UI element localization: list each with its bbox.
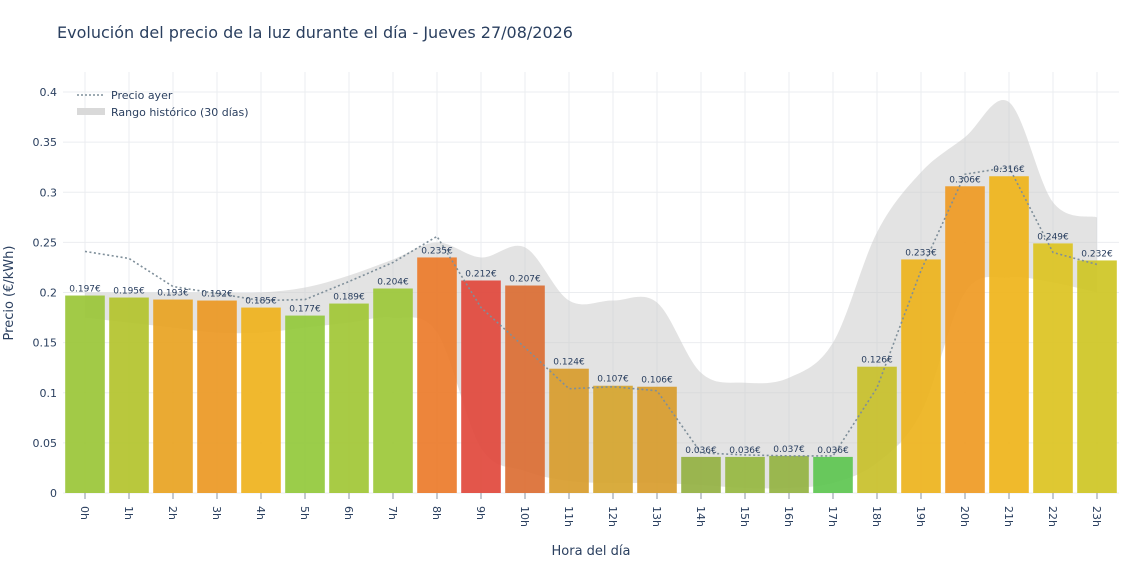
bar-series	[65, 176, 1117, 493]
x-tick-label-18h: 18h	[870, 506, 883, 527]
x-tick-label-8h: 8h	[430, 506, 443, 520]
y-axis-ticks: 0 0.05 0.1 0.15 0.2 0.25 0.3 0.35 0.4	[33, 86, 58, 500]
x-tick-label-13h: 13h	[650, 506, 663, 527]
data-label-13h: 0.106€	[641, 376, 673, 386]
data-label-19h: 0.233€	[905, 248, 937, 258]
bar-1h[interactable]	[109, 297, 149, 493]
x-tick-label-23h: 23h	[1090, 506, 1103, 527]
data-label-0h: 0.197€	[69, 285, 101, 295]
x-tick-label-20h: 20h	[958, 506, 971, 527]
legend-label-yesterday: Precio ayer	[111, 89, 173, 102]
data-label-3h: 0.192€	[201, 290, 233, 300]
bar-7h[interactable]	[373, 288, 413, 493]
x-tick-label-17h: 17h	[826, 506, 839, 527]
bar-22h[interactable]	[1033, 243, 1073, 493]
legend-area-swatch	[77, 108, 105, 115]
chart-title: Evolución del precio de la luz durante e…	[57, 23, 573, 42]
data-label-1h: 0.195€	[113, 287, 145, 297]
data-label-14h: 0.036€	[685, 446, 717, 456]
data-label-5h: 0.177€	[289, 305, 321, 315]
legend: Precio ayer Rango histórico (30 días)	[77, 89, 249, 119]
x-axis-title: Hora del día	[552, 544, 631, 559]
x-tick-label-22h: 22h	[1046, 506, 1059, 527]
bar-6h[interactable]	[329, 303, 369, 493]
bar-19h[interactable]	[901, 259, 941, 493]
data-label-4h: 0.185€	[245, 297, 277, 307]
bar-15h[interactable]	[725, 456, 765, 493]
bar-5h[interactable]	[285, 315, 325, 493]
bar-16h[interactable]	[769, 455, 809, 493]
data-label-20h: 0.306€	[949, 175, 981, 185]
y-tick-label: 0.15	[33, 337, 58, 350]
bar-10h[interactable]	[505, 285, 545, 493]
data-label-16h: 0.037€	[773, 445, 805, 455]
y-tick-label: 0.1	[40, 387, 58, 400]
x-tick-label-9h: 9h	[474, 506, 487, 520]
y-axis-title: Precio (€/kWh)	[2, 246, 17, 341]
bar-3h[interactable]	[197, 300, 237, 493]
x-tick-label-10h: 10h	[518, 506, 531, 527]
bar-11h[interactable]	[549, 368, 589, 493]
x-tick-label-14h: 14h	[694, 506, 707, 527]
bar-17h[interactable]	[813, 456, 853, 493]
y-tick-label: 0.05	[33, 437, 58, 450]
bar-20h[interactable]	[945, 186, 985, 493]
y-tick-label: 0.4	[40, 86, 58, 99]
y-tick-label: 0.35	[33, 136, 58, 149]
historic-range-area	[85, 99, 1097, 489]
historic-range-band	[85, 99, 1097, 489]
x-tick-label-5h: 5h	[298, 506, 311, 520]
data-label-8h: 0.235€	[421, 246, 453, 256]
bar-18h[interactable]	[857, 366, 897, 493]
data-label-23h: 0.232€	[1081, 249, 1113, 259]
x-tick-label-12h: 12h	[606, 506, 619, 527]
bar-21h[interactable]	[989, 176, 1029, 493]
data-label-12h: 0.107€	[597, 375, 629, 385]
y-tick-label: 0.3	[40, 186, 58, 199]
x-tick-label-1h: 1h	[122, 506, 135, 520]
data-labels: 0.197€ 0.195€ 0.193€ 0.192€ 0.185€ 0.177€ 0.18…	[69, 165, 1113, 456]
data-label-9h: 0.212€	[465, 269, 497, 279]
x-tick-label-21h: 21h	[1002, 506, 1015, 527]
data-label-18h: 0.126€	[861, 356, 893, 366]
bar-9h[interactable]	[461, 280, 501, 493]
x-tick-label-3h: 3h	[210, 506, 223, 520]
data-label-7h: 0.204€	[377, 278, 409, 288]
x-tick-label-4h: 4h	[254, 506, 267, 520]
bar-4h[interactable]	[241, 307, 281, 493]
x-tick-label-11h: 11h	[562, 506, 575, 527]
y-tick-label: 0.25	[33, 236, 58, 249]
data-label-2h: 0.193€	[157, 289, 189, 299]
bar-13h[interactable]	[637, 386, 677, 493]
bar-14h[interactable]	[681, 456, 721, 493]
data-label-22h: 0.249€	[1037, 232, 1069, 242]
x-tick-label-2h: 2h	[166, 506, 179, 520]
bar-0h[interactable]	[65, 295, 105, 493]
y-tick-label: 0	[50, 487, 57, 500]
data-label-17h: 0.036€	[817, 446, 849, 456]
data-label-6h: 0.189€	[333, 293, 365, 303]
data-label-10h: 0.207€	[509, 275, 541, 285]
bar-23h[interactable]	[1077, 260, 1117, 493]
data-label-15h: 0.036€	[729, 446, 761, 456]
x-axis-ticks: 0h 1h 2h 3h 4h 5h 6h 7h 8h 9h 10h 11h 12h 13h 14h 15h 16…	[78, 493, 1103, 527]
bar-8h[interactable]	[417, 257, 457, 493]
x-tick-label-15h: 15h	[738, 506, 751, 527]
data-label-11h: 0.124€	[553, 358, 585, 368]
data-label-21h: 0.316€	[993, 165, 1025, 175]
x-tick-label-19h: 19h	[914, 506, 927, 527]
x-tick-label-0h: 0h	[78, 506, 91, 520]
bar-12h[interactable]	[593, 385, 633, 493]
legend-label-range: Rango histórico (30 días)	[111, 106, 249, 119]
x-tick-label-7h: 7h	[386, 506, 399, 520]
x-tick-label-6h: 6h	[342, 506, 355, 520]
y-tick-label: 0.2	[40, 287, 58, 300]
bar-2h[interactable]	[153, 299, 193, 493]
x-tick-label-16h: 16h	[782, 506, 795, 527]
